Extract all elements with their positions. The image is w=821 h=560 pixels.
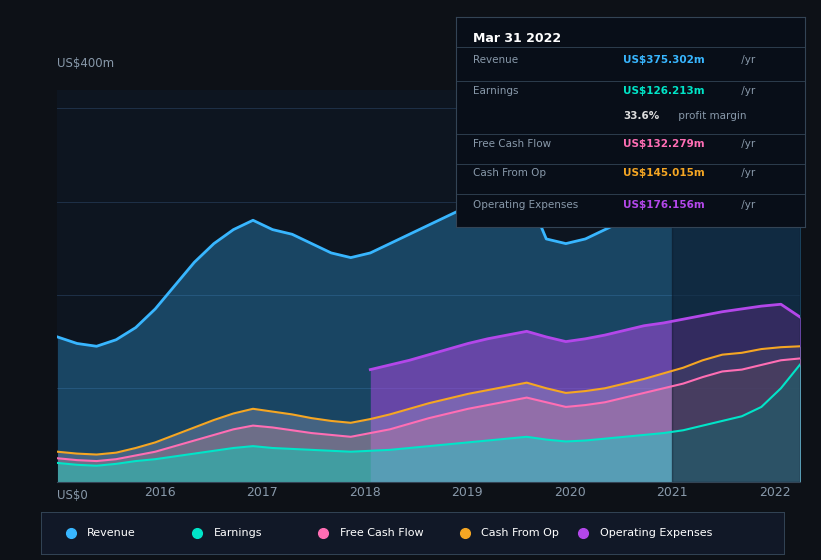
- Text: Earnings: Earnings: [473, 86, 519, 96]
- Text: Revenue: Revenue: [473, 55, 518, 64]
- Text: Revenue: Revenue: [87, 529, 135, 538]
- Text: Operating Expenses: Operating Expenses: [473, 199, 578, 209]
- Text: 33.6%: 33.6%: [623, 111, 659, 122]
- Text: Cash From Op: Cash From Op: [473, 168, 546, 178]
- Text: US$126.213m: US$126.213m: [623, 86, 704, 96]
- Text: /yr: /yr: [738, 86, 755, 96]
- Text: US$400m: US$400m: [57, 57, 115, 70]
- Text: /yr: /yr: [738, 199, 755, 209]
- Text: Operating Expenses: Operating Expenses: [600, 529, 712, 538]
- Bar: [672, 90, 800, 482]
- Text: Earnings: Earnings: [213, 529, 262, 538]
- Text: US$375.302m: US$375.302m: [623, 55, 705, 64]
- Text: profit margin: profit margin: [676, 111, 747, 122]
- Text: US$176.156m: US$176.156m: [623, 199, 705, 209]
- Text: /yr: /yr: [738, 139, 755, 148]
- Text: /yr: /yr: [738, 55, 755, 64]
- Text: US$145.015m: US$145.015m: [623, 168, 705, 178]
- Text: US$132.279m: US$132.279m: [623, 139, 704, 148]
- Text: US$0: US$0: [57, 489, 88, 502]
- Text: /yr: /yr: [738, 168, 755, 178]
- Text: Free Cash Flow: Free Cash Flow: [340, 529, 424, 538]
- Text: Free Cash Flow: Free Cash Flow: [473, 139, 551, 148]
- Text: Mar 31 2022: Mar 31 2022: [473, 31, 562, 44]
- Text: Cash From Op: Cash From Op: [481, 529, 559, 538]
